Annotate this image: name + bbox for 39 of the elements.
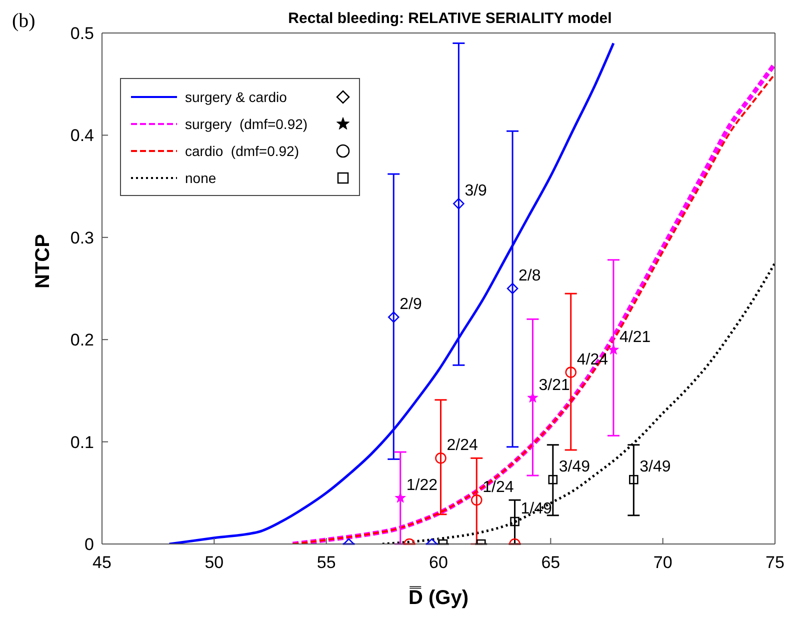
- legend-label: surgery (dmf=0.92): [185, 116, 309, 132]
- annotation: 3/21: [538, 376, 570, 394]
- annotation: 2/24: [446, 437, 478, 454]
- x-tick-label: 65: [541, 553, 560, 572]
- chart-title: Rectal bleeding: RELATIVE SERIALITY model: [287, 10, 613, 27]
- y-tick-label: 0.1: [70, 432, 94, 452]
- y-tick-label: 0.5: [70, 24, 94, 44]
- point: [388, 311, 400, 323]
- y-tick-label: 0.2: [70, 330, 94, 350]
- annotation: 3/9: [464, 182, 488, 200]
- annotation: 2/8: [518, 268, 541, 284]
- legend-label: surgery & cardio: [185, 88, 288, 104]
- point: [608, 344, 619, 355]
- x-axis-title: D̿ (Gy): [408, 586, 468, 609]
- x-tick-label: 45: [92, 553, 112, 572]
- y-axis-title: NTCP: [32, 234, 54, 288]
- annotation: 3/49: [640, 458, 671, 476]
- annotation: 4/21: [619, 328, 651, 346]
- line-series: [381, 262, 775, 544]
- point: [506, 282, 518, 294]
- annotation: 3/49: [558, 458, 590, 476]
- legend-label: none: [185, 170, 218, 186]
- annotation: 1/22: [406, 477, 438, 494]
- x-tick-label: 70: [653, 553, 672, 572]
- annotation: 1/24: [482, 479, 514, 496]
- x-tick-label: 75: [766, 553, 784, 572]
- text: (b): [12, 10, 36, 33]
- y-tick-label: 0.3: [70, 228, 94, 248]
- y-tick-label: 0.4: [70, 126, 94, 146]
- x-tick-label: 55: [316, 553, 336, 572]
- point: [565, 366, 577, 378]
- legend-label: cardio (dmf=0.92): [185, 142, 300, 158]
- x-tick-label: 50: [204, 553, 224, 572]
- point: [453, 198, 464, 210]
- annotation: 2/9: [400, 296, 422, 314]
- x-tick-label: 60: [429, 553, 448, 572]
- point: [527, 392, 538, 403]
- line-series: [168, 42, 615, 544]
- y-tick-label: 0: [84, 535, 94, 554]
